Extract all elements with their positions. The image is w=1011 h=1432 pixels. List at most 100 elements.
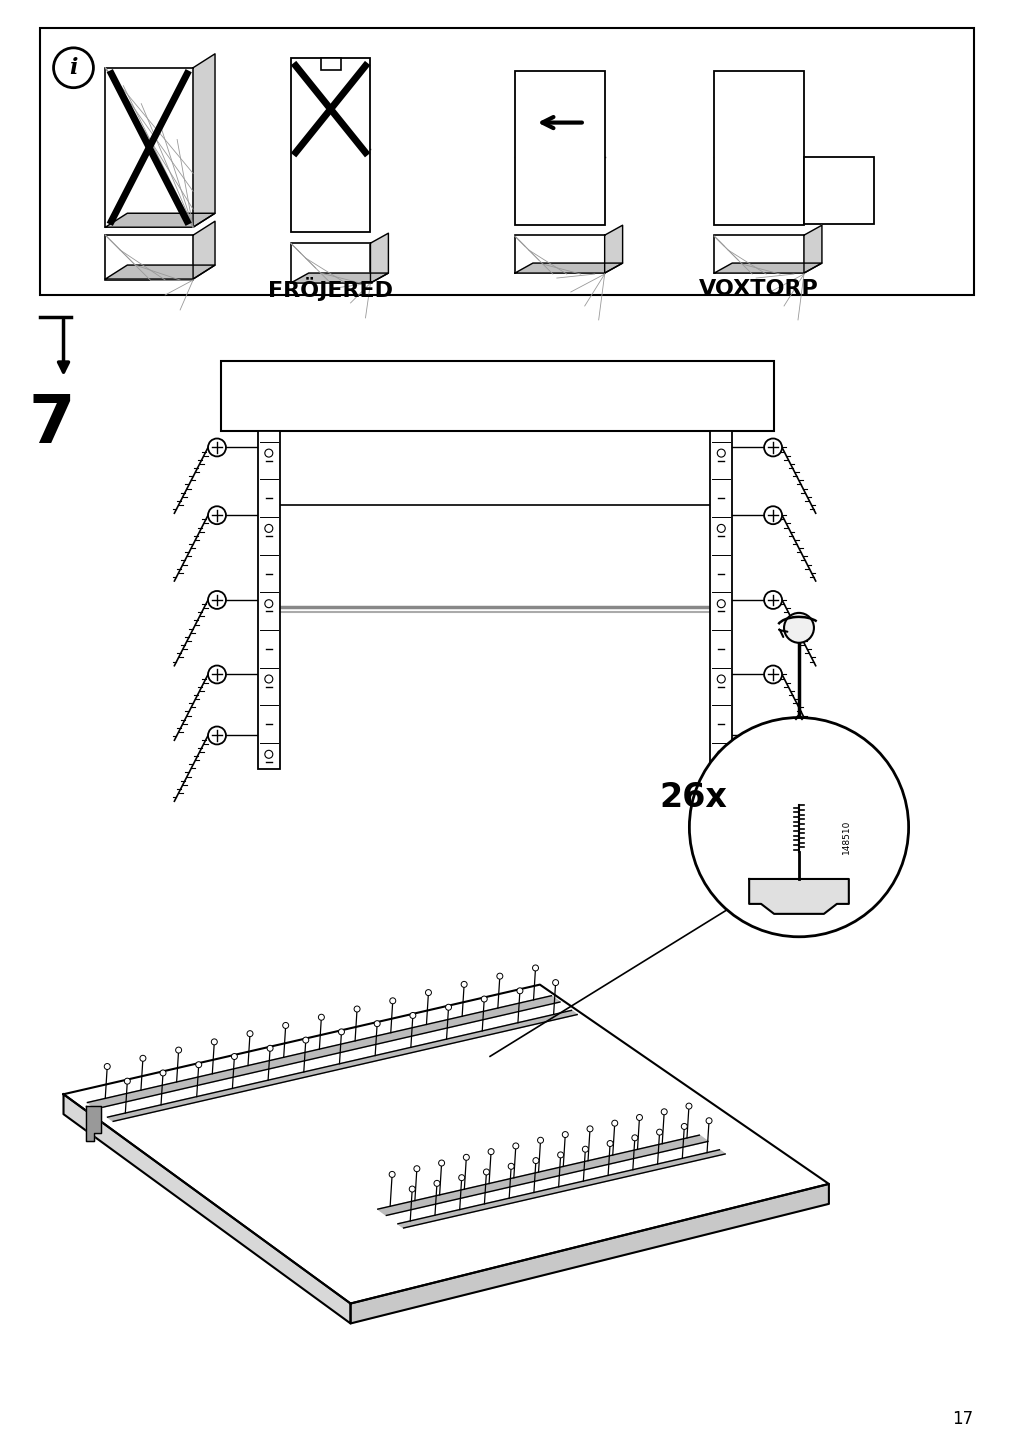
Polygon shape: [105, 265, 214, 279]
Circle shape: [586, 1126, 592, 1131]
Bar: [515, 235, 604, 274]
Bar: [714, 235, 803, 274]
Polygon shape: [193, 54, 214, 228]
Circle shape: [195, 1061, 201, 1068]
Bar: [105, 235, 193, 281]
Circle shape: [302, 1037, 308, 1042]
Polygon shape: [350, 1184, 828, 1323]
Circle shape: [413, 1166, 420, 1171]
Circle shape: [517, 988, 523, 994]
Bar: [710, 431, 732, 769]
Circle shape: [496, 974, 502, 979]
Circle shape: [140, 1055, 146, 1061]
Circle shape: [487, 1148, 493, 1154]
Circle shape: [612, 1120, 617, 1126]
Polygon shape: [714, 263, 821, 274]
Circle shape: [434, 1180, 440, 1186]
Text: VOXTORP: VOXTORP: [699, 279, 818, 299]
Polygon shape: [397, 1150, 725, 1229]
Circle shape: [581, 1146, 587, 1153]
Ellipse shape: [784, 613, 813, 643]
Polygon shape: [64, 1094, 350, 1323]
Circle shape: [562, 1131, 568, 1137]
Polygon shape: [193, 221, 214, 279]
Circle shape: [685, 1103, 692, 1110]
Circle shape: [208, 666, 225, 683]
Circle shape: [208, 507, 225, 524]
Polygon shape: [748, 879, 848, 914]
Circle shape: [409, 1012, 416, 1018]
Polygon shape: [377, 1136, 708, 1216]
Circle shape: [483, 1169, 489, 1176]
Polygon shape: [64, 985, 828, 1303]
Circle shape: [445, 1004, 451, 1010]
Circle shape: [763, 507, 782, 524]
Circle shape: [508, 1163, 514, 1170]
Circle shape: [265, 450, 273, 457]
Circle shape: [176, 1047, 181, 1053]
Circle shape: [706, 1118, 712, 1124]
Circle shape: [533, 1157, 539, 1164]
Circle shape: [389, 1171, 394, 1177]
Polygon shape: [604, 225, 622, 274]
Circle shape: [660, 1108, 666, 1114]
Circle shape: [232, 1054, 238, 1060]
Circle shape: [389, 998, 395, 1004]
Circle shape: [513, 1143, 519, 1148]
Polygon shape: [107, 1011, 576, 1121]
Circle shape: [265, 750, 273, 759]
Circle shape: [265, 524, 273, 533]
Circle shape: [267, 1045, 273, 1051]
Circle shape: [124, 1078, 130, 1084]
Circle shape: [318, 1014, 325, 1020]
Circle shape: [338, 1028, 344, 1035]
Bar: [803, 158, 872, 225]
Text: 26x: 26x: [659, 780, 727, 813]
Bar: [320, 57, 341, 70]
Circle shape: [282, 1022, 288, 1028]
Polygon shape: [290, 274, 388, 284]
Bar: [220, 361, 773, 431]
Circle shape: [688, 717, 908, 937]
Bar: [290, 57, 370, 232]
Circle shape: [265, 600, 273, 607]
Text: i: i: [69, 57, 78, 79]
Bar: [714, 70, 803, 225]
Circle shape: [458, 1174, 464, 1180]
Circle shape: [265, 674, 273, 683]
Circle shape: [463, 1154, 469, 1160]
Circle shape: [54, 47, 93, 87]
Circle shape: [354, 1007, 360, 1012]
Circle shape: [537, 1137, 543, 1143]
Text: 7: 7: [28, 391, 75, 457]
Circle shape: [717, 750, 725, 759]
Circle shape: [786, 779, 811, 805]
Circle shape: [208, 726, 225, 745]
Circle shape: [717, 674, 725, 683]
Circle shape: [763, 591, 782, 609]
Polygon shape: [86, 1106, 101, 1141]
Text: FRÖJERED: FRÖJERED: [268, 276, 392, 301]
Circle shape: [680, 1124, 686, 1130]
Bar: [290, 243, 370, 284]
Circle shape: [104, 1064, 110, 1070]
Text: 17: 17: [951, 1411, 973, 1428]
Polygon shape: [515, 263, 622, 274]
Circle shape: [374, 1021, 380, 1027]
Circle shape: [656, 1130, 662, 1136]
Circle shape: [461, 981, 467, 988]
Circle shape: [717, 600, 725, 607]
Circle shape: [208, 591, 225, 609]
Bar: [515, 70, 604, 225]
Circle shape: [763, 726, 782, 745]
Circle shape: [631, 1134, 637, 1141]
Circle shape: [211, 1038, 217, 1045]
Circle shape: [636, 1114, 642, 1120]
Text: 148510: 148510: [841, 821, 850, 855]
Circle shape: [438, 1160, 444, 1166]
Circle shape: [763, 666, 782, 683]
Circle shape: [557, 1151, 563, 1158]
Circle shape: [425, 990, 431, 995]
Polygon shape: [87, 995, 559, 1108]
Polygon shape: [803, 225, 821, 274]
